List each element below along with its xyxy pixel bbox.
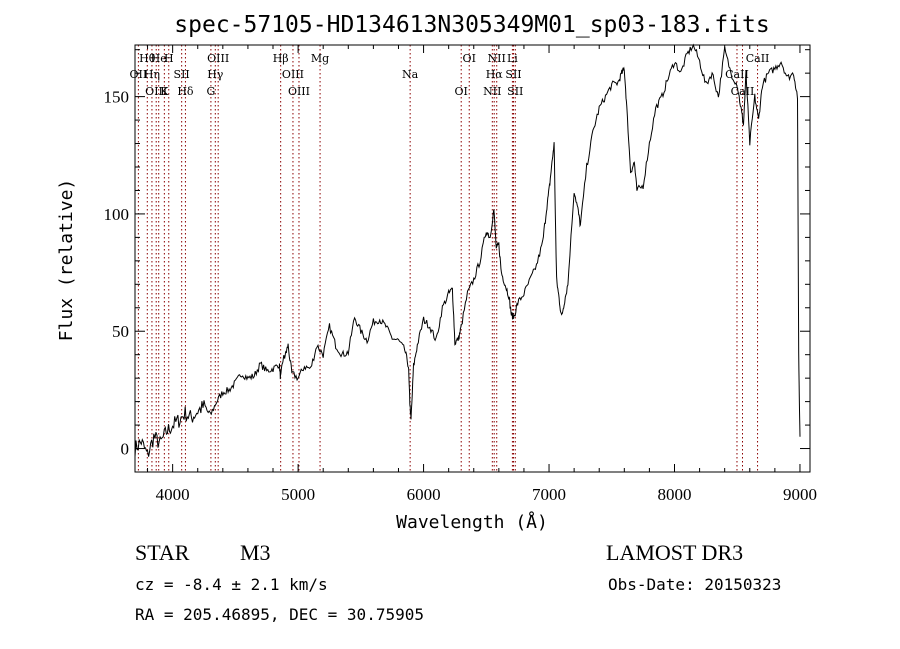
spectral-line-label: Hγ [207, 68, 224, 81]
spectral-line-label: Hα [486, 68, 504, 81]
spectral-line-label: OIII [145, 85, 167, 98]
spectral-line-label: OI [463, 52, 476, 65]
spectral-line-label: OI [455, 85, 468, 98]
x-tick-label: 6000 [407, 485, 441, 504]
x-tick-label: 4000 [156, 485, 190, 504]
spectral-line-label: Li [507, 52, 518, 65]
spectral-line-label: Hδ [177, 85, 194, 98]
spectral-line-label: Hη [144, 68, 160, 81]
object-class: STAR [135, 540, 190, 565]
spectral-line-label: NII [488, 52, 506, 65]
x-tick-label: 8000 [657, 485, 691, 504]
spectral-line-label: He [151, 52, 167, 65]
spectral-line-label: Mg [311, 52, 329, 65]
spectral-line-label: SII [507, 85, 523, 98]
spectral-line-label: Na [402, 68, 419, 81]
spectral-line-label: SII [174, 68, 190, 81]
spectral-line-label: NII [483, 85, 501, 98]
survey-name: LAMOST DR3 [606, 540, 743, 565]
spectral-line-label: H [164, 52, 174, 65]
y-axis-label: Flux (relative) [56, 179, 77, 342]
x-tick-label: 9000 [783, 485, 817, 504]
spectral-line-label: Hθ [139, 52, 156, 65]
x-tick-label: 7000 [532, 485, 566, 504]
sky-coordinates: RA = 205.46895, DEC = 30.75905 [135, 605, 424, 624]
spectral-line-label: CaII [731, 85, 755, 98]
y-tick-label: 150 [104, 88, 130, 107]
spectral-line-label: CaII [746, 52, 770, 65]
spectral-line-label: OIII [207, 52, 229, 65]
x-axis-ticks: 4000 5000 6000 7000 8000 9000 [147, 45, 817, 504]
observation-date: Obs-Date: 20150323 [608, 575, 781, 594]
spectral-line-labels: HθOIIOIIIHeHηKHSIIHδOIIIHγGHβOIIIOIIIMgN… [130, 52, 770, 98]
spectrum-series-line [134, 43, 801, 457]
spectral-line-label: OIII [282, 68, 304, 81]
x-axis-label: Wavelength (Å) [396, 511, 548, 533]
chart-title: spec-57105-HD134613N305349M01_sp03-183.f… [174, 12, 769, 38]
spectral-line-label: G [207, 85, 216, 98]
plot-frame [134, 44, 811, 473]
object-subclass: M3 [240, 540, 271, 565]
spectral-line-label: SII [505, 68, 521, 81]
spectral-line-label: K [160, 85, 169, 98]
y-axis-ticks: 0 50 100 150 [104, 49, 810, 459]
y-tick-label: 50 [112, 322, 129, 341]
y-tick-label: 100 [104, 205, 130, 224]
spectral-line-markers [137, 45, 759, 472]
redshift-cz: cz = -8.4 ± 2.1 km/s [135, 575, 328, 594]
spectral-line-label: Hβ [273, 52, 289, 65]
y-tick-label: 0 [121, 440, 130, 459]
x-tick-label: 5000 [281, 485, 315, 504]
spectral-line-label: OII [130, 68, 148, 81]
spectral-line-label: OIII [288, 85, 310, 98]
